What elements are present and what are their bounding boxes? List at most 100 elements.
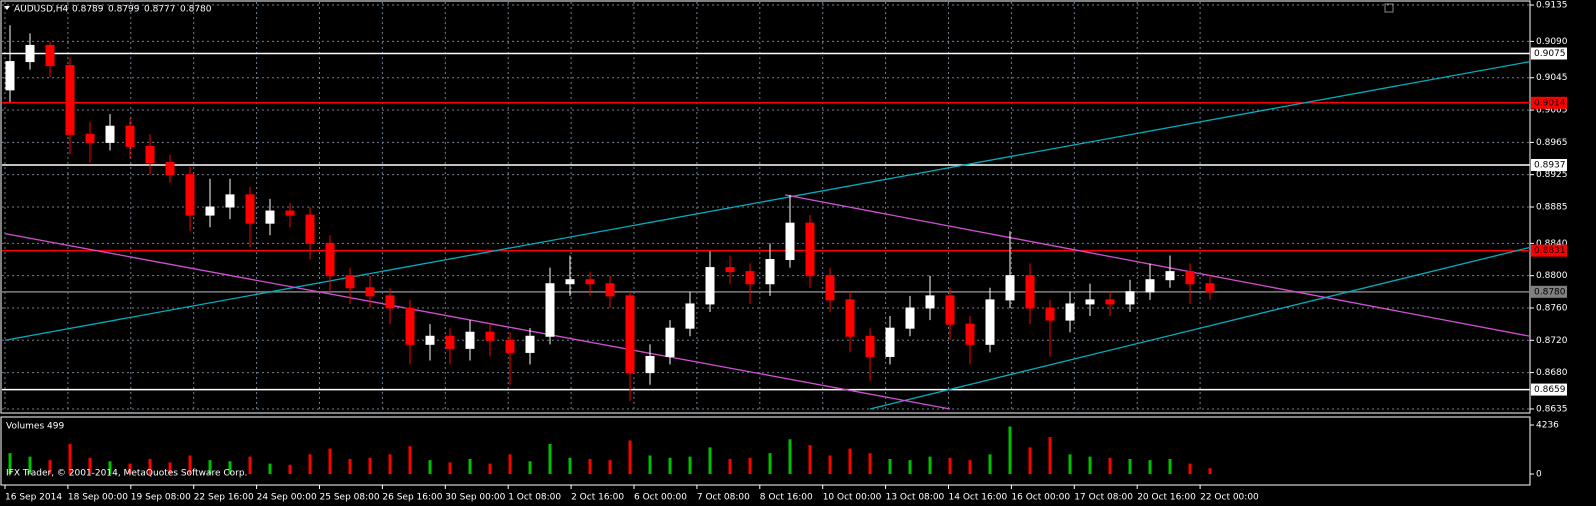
x-tick-label: 20 Oct 16:00	[1137, 493, 1196, 503]
y-tick-label: 0.9135	[1536, 1, 1568, 11]
quote-value: 0.8777	[144, 5, 176, 15]
quote-value: 0.8789	[72, 5, 104, 15]
candle-body	[25, 44, 35, 63]
candle-body	[285, 210, 295, 216]
candle-body	[1025, 275, 1035, 309]
candle-body	[825, 275, 835, 301]
price-label-box	[1531, 47, 1567, 60]
volume-tick-label: 0	[1536, 470, 1542, 480]
candle-body	[785, 222, 795, 261]
candle-body	[985, 299, 995, 345]
candle-body	[345, 275, 355, 289]
y-tick-label: 0.8635	[1536, 404, 1568, 414]
candle-body	[905, 307, 915, 329]
y-tick-label: 0.8885	[1536, 203, 1568, 213]
y-tick-label: 0.8680	[1536, 368, 1568, 378]
x-tick-label: 7 Oct 08:00	[697, 493, 750, 503]
x-tick-label: 2 Oct 16:00	[571, 493, 624, 503]
candle-body	[405, 307, 415, 345]
price-label: 0.9075	[1534, 49, 1566, 59]
x-tick-label: 25 Sep 08:00	[320, 493, 380, 503]
price-label: 0.9014	[1534, 98, 1566, 108]
y-tick-label: 0.9090	[1536, 37, 1568, 47]
candle-body	[425, 335, 435, 345]
y-tick-label: 0.9005	[1536, 106, 1568, 116]
candle-body	[685, 303, 695, 329]
candle-body	[1005, 275, 1015, 301]
candle-body	[1045, 307, 1055, 321]
candle-body	[725, 267, 735, 273]
candle-body	[845, 299, 855, 337]
candle-body	[145, 145, 155, 164]
candle-body	[525, 335, 535, 353]
candle-body	[965, 323, 975, 345]
candle-body	[105, 125, 115, 143]
quote-value: 0.8780	[180, 5, 212, 15]
candle-body	[505, 339, 515, 353]
candle-body	[485, 331, 495, 341]
x-tick-label: 26 Sep 16:00	[382, 493, 442, 503]
price-label-box	[1531, 158, 1567, 171]
x-tick-label: 22 Oct 00:00	[1200, 493, 1259, 503]
x-tick-label: 14 Oct 16:00	[949, 493, 1008, 503]
x-tick-label: 18 Sep 00:00	[68, 493, 128, 503]
candle-body	[125, 125, 135, 147]
price-label-box	[1531, 383, 1567, 396]
candle-body	[385, 295, 395, 309]
price-label-box	[1531, 244, 1567, 257]
candle-body	[565, 279, 575, 285]
x-tick-label: 22 Sep 16:00	[194, 493, 254, 503]
candle-body	[445, 335, 455, 349]
candle-body	[465, 331, 475, 349]
candle-body	[945, 295, 955, 325]
x-tick-label: 16 Oct 00:00	[1011, 493, 1070, 503]
candle-body	[45, 44, 55, 67]
candle-body	[1105, 299, 1115, 305]
candle-body	[1205, 283, 1215, 293]
candle-body	[625, 295, 635, 374]
candle-body	[585, 279, 595, 285]
price-label: 0.8780	[1534, 287, 1566, 297]
x-tick-label: 10 Oct 00:00	[823, 493, 882, 503]
candle-body	[1065, 303, 1075, 321]
candle-body	[765, 259, 775, 285]
volume-title: Volumes 499	[6, 422, 64, 432]
x-tick-label: 8 Oct 16:00	[760, 493, 813, 503]
candle-body	[265, 210, 275, 224]
candle-body	[325, 242, 335, 277]
x-tick-label: 24 Sep 00:00	[257, 493, 317, 503]
x-tick-label: 6 Oct 00:00	[634, 493, 687, 503]
candle-body	[85, 133, 95, 143]
candle-body	[665, 327, 675, 357]
y-tick-label: 0.8925	[1536, 170, 1568, 180]
candle-body	[1125, 291, 1135, 305]
y-tick-label: 0.8840	[1536, 239, 1568, 249]
candle-body	[365, 287, 375, 297]
candle-body	[305, 214, 315, 244]
volume-frame	[0, 416, 1531, 486]
symbol: AUDUSD,H4	[14, 5, 69, 15]
candle-body	[165, 162, 175, 176]
candle-body	[1085, 299, 1095, 305]
candle-body	[185, 174, 195, 216]
candle-body	[545, 283, 555, 337]
x-tick-label: 17 Oct 08:00	[1074, 493, 1133, 503]
candle-body	[865, 335, 875, 357]
trend-line	[4, 233, 951, 410]
trend-line	[869, 246, 1531, 410]
candle-body	[65, 65, 75, 135]
x-tick-label: 1 Oct 08:00	[508, 493, 561, 503]
candle-body	[245, 194, 255, 224]
candle-body	[705, 267, 715, 305]
candle-body	[5, 61, 15, 91]
x-tick-label: 13 Oct 08:00	[886, 493, 945, 503]
candle-body	[1185, 271, 1195, 285]
price-label-box	[1531, 96, 1567, 109]
window-icon[interactable]	[1384, 3, 1394, 13]
candle-body	[645, 355, 655, 374]
candle-body	[1145, 279, 1155, 293]
candle-body	[205, 206, 215, 216]
copyright: IFX Trader, © 2001-2014, MetaQuotes Soft…	[6, 469, 247, 479]
y-tick-label: 0.8965	[1536, 138, 1568, 148]
